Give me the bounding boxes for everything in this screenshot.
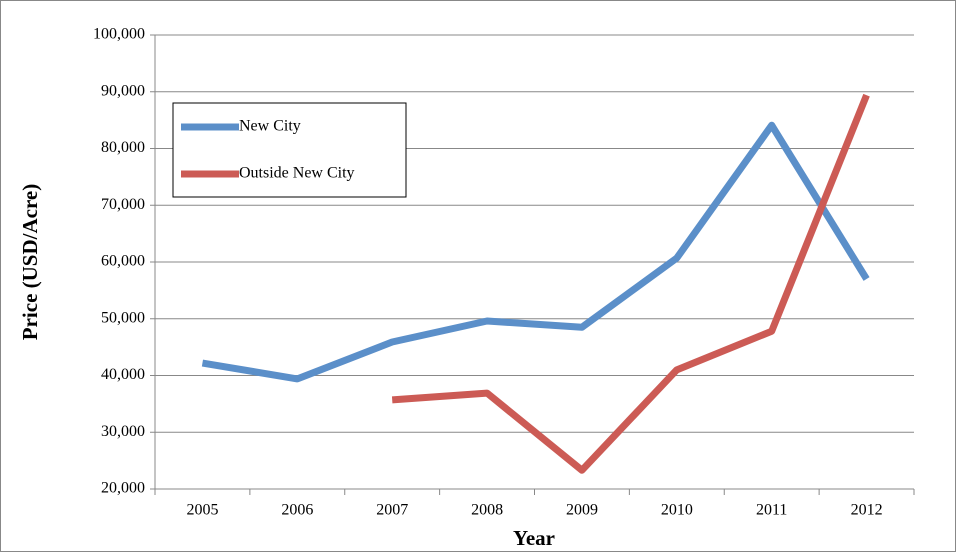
y-tick-label: 50,000 [101,309,145,326]
y-axis-title: Price (USD/Acre) [18,184,42,340]
y-tick-label: 80,000 [101,139,145,156]
y-tick-label: 40,000 [101,366,145,383]
x-tick-label: 2008 [471,502,503,519]
y-tick-label: 60,000 [101,253,145,270]
legend-label: New City [239,118,301,135]
y-tick-label: 30,000 [101,423,145,440]
x-axis-title: Year [513,526,555,550]
legend-box [172,102,407,198]
x-tick-label: 2006 [281,502,313,519]
series-line [201,121,870,383]
y-tick-label: 20,000 [101,480,145,497]
y-tick-label: 90,000 [101,82,145,99]
y-tick-label: 100,000 [93,26,145,43]
x-tick-label: 2009 [566,502,598,519]
legend-label: Outside New City [239,165,355,182]
x-tick-label: 2012 [851,502,883,519]
y-tick-label: 70,000 [101,196,145,213]
x-tick-label: 2011 [756,502,787,519]
x-tick-label: 2005 [186,502,218,519]
series-line [391,93,870,474]
x-tick-label: 2007 [376,502,408,519]
x-tick-label: 2010 [661,502,693,519]
